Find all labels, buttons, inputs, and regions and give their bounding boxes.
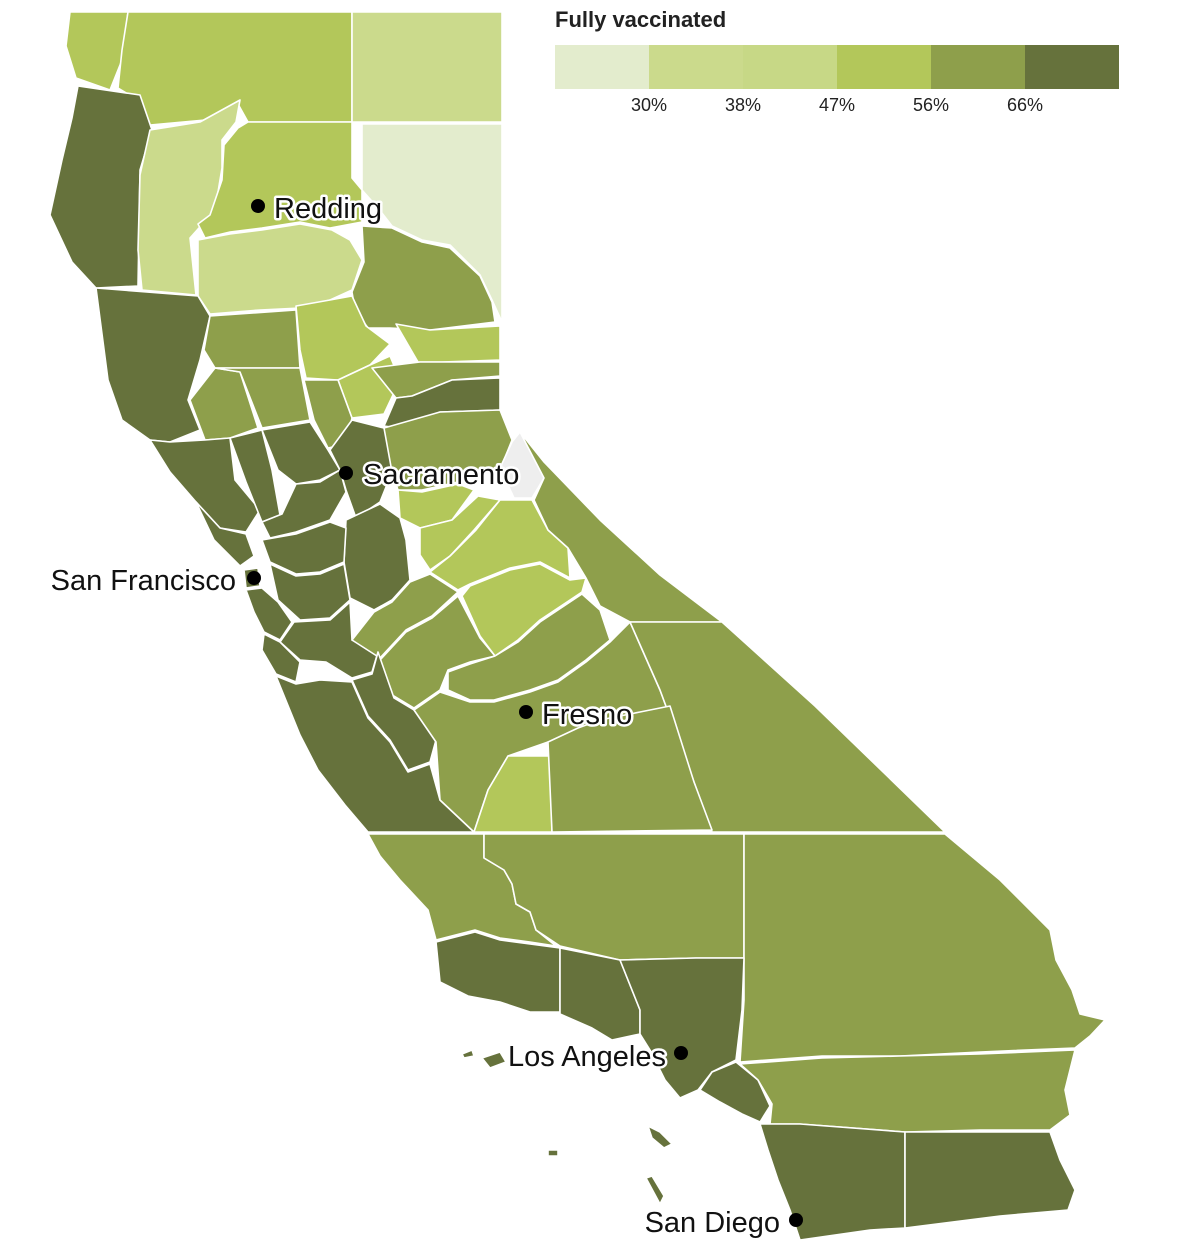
county-amador[interactable] bbox=[397, 483, 475, 529]
county-butte[interactable] bbox=[295, 295, 391, 381]
vaccination-legend: Fully vaccinated 30% 38% 47% 56% 66% bbox=[555, 6, 1119, 117]
los-angeles-dot bbox=[674, 1046, 688, 1060]
legend-swatch-6 bbox=[1025, 45, 1119, 89]
county-modoc[interactable] bbox=[351, 11, 503, 123]
island-san-clemente bbox=[645, 1175, 665, 1205]
island-santa-catalina bbox=[647, 1125, 673, 1149]
legend-swatch-1 bbox=[555, 45, 649, 89]
county-inyo[interactable] bbox=[629, 621, 946, 833]
county-stanislaus[interactable] bbox=[351, 573, 459, 659]
legend-tick-5: 66% bbox=[1006, 95, 1044, 115]
legend-tick-3: 47% bbox=[818, 95, 856, 115]
county-santa-cruz[interactable] bbox=[261, 633, 301, 683]
county-yolo[interactable] bbox=[261, 421, 341, 485]
redding-dot bbox=[251, 199, 265, 213]
county-san-diego[interactable] bbox=[759, 1123, 906, 1241]
island-santa-cruz bbox=[481, 1051, 507, 1069]
county-mendocino[interactable] bbox=[95, 287, 211, 443]
county-orange[interactable] bbox=[699, 1061, 771, 1123]
county-monterey[interactable] bbox=[275, 675, 475, 833]
legend-color-scale bbox=[555, 45, 1119, 89]
legend-title: Fully vaccinated bbox=[555, 7, 727, 32]
legend-swatch-3 bbox=[743, 45, 837, 89]
city-label-sacramento: Sacramento bbox=[363, 459, 519, 491]
county-tehama[interactable] bbox=[197, 223, 363, 315]
county-san-mateo[interactable] bbox=[245, 587, 293, 641]
sacramento-dot bbox=[339, 466, 353, 480]
county-shasta[interactable] bbox=[197, 121, 363, 239]
city-label-san-francisco: San Francisco bbox=[51, 565, 236, 597]
county-humboldt[interactable] bbox=[49, 85, 153, 289]
county-los-angeles[interactable] bbox=[619, 957, 745, 1099]
county-imperial[interactable] bbox=[904, 1131, 1076, 1229]
legend-tick-1: 30% bbox=[630, 95, 668, 115]
island-san-nicolas bbox=[547, 1149, 559, 1157]
county-riverside[interactable] bbox=[739, 1049, 1076, 1133]
legend-tick-labels: 30% 38% 47% 56% 66% bbox=[555, 89, 1119, 117]
county-sierra[interactable] bbox=[395, 323, 501, 363]
county-solano[interactable] bbox=[261, 469, 347, 539]
county-colusa[interactable] bbox=[214, 367, 311, 429]
island-santa-rosa bbox=[461, 1049, 475, 1059]
city-label-los-angeles: Los Angeles bbox=[508, 1041, 666, 1073]
county-glenn[interactable] bbox=[203, 309, 301, 369]
legend-tick-4: 56% bbox=[912, 95, 950, 115]
city-label-redding: Redding bbox=[274, 193, 382, 225]
city-label-fresno: Fresno bbox=[542, 699, 632, 731]
legend-swatch-2 bbox=[649, 45, 743, 89]
county-madera[interactable] bbox=[447, 593, 611, 701]
county-lassen[interactable] bbox=[361, 123, 503, 323]
legend-tick-2: 38% bbox=[724, 95, 762, 115]
legend-swatch-5 bbox=[931, 45, 1025, 89]
city-label-san-diego: San Diego bbox=[645, 1207, 780, 1239]
county-el-dorado[interactable] bbox=[383, 409, 513, 491]
fresno-dot bbox=[519, 705, 533, 719]
county-tulare[interactable] bbox=[547, 705, 713, 833]
county-plumas[interactable] bbox=[351, 225, 496, 331]
county-san-bernardino[interactable] bbox=[739, 833, 1106, 1063]
county-mono[interactable] bbox=[519, 431, 723, 623]
san-francisco-dot bbox=[247, 571, 261, 585]
san-diego-dot bbox=[789, 1213, 803, 1227]
county-calaveras[interactable] bbox=[419, 495, 501, 571]
legend-swatch-4 bbox=[837, 45, 931, 89]
county-marin[interactable] bbox=[195, 501, 255, 567]
county-contra-costa[interactable] bbox=[261, 521, 347, 575]
county-alameda[interactable] bbox=[269, 563, 351, 621]
